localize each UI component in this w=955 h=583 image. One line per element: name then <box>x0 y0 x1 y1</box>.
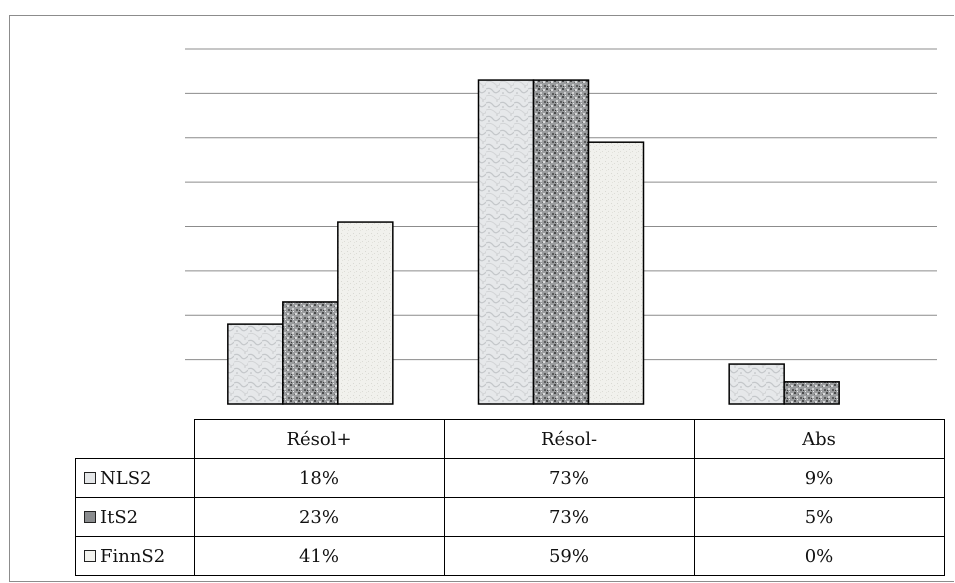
table-corner <box>75 419 195 459</box>
bar-nls2-2 <box>728 363 785 405</box>
data-label-finns2-resol-plus: 41% <box>193 536 445 576</box>
category-label-resol-minus: Résol- <box>443 419 695 459</box>
bar-nls2-0 <box>227 323 284 405</box>
data-label-finns2-abs: 0% <box>693 536 945 576</box>
legend-entry-nls2: NLS2 <box>75 458 195 498</box>
table-row-finns2: FinnS2 41% 59% 0% <box>75 536 945 576</box>
data-label-nls2-resol-minus: 73% <box>443 458 695 498</box>
table-row-nls2: NLS2 18% 73% 9% <box>75 458 945 498</box>
legend-entry-its2: ItS2 <box>75 497 195 537</box>
data-label-finns2-resol-minus: 59% <box>443 536 695 576</box>
chart-frame: Résol+ Résol- Abs NLS2 18% 73% 9% ItS2 2… <box>9 15 954 582</box>
category-label-resol-plus: Résol+ <box>193 419 445 459</box>
bars <box>227 79 840 405</box>
bar-its2-1 <box>532 79 590 405</box>
data-label-its2-resol-minus: 73% <box>443 497 695 537</box>
legend-entry-finns2: FinnS2 <box>75 536 195 576</box>
bar-its2-0 <box>282 301 339 405</box>
bar-its2-2 <box>783 381 840 405</box>
bar-chart <box>185 48 937 405</box>
series-name-finns2: FinnS2 <box>100 545 166 567</box>
legend-key-its2 <box>84 510 96 523</box>
data-label-its2-abs: 5% <box>693 497 945 537</box>
data-table: Résol+ Résol- Abs NLS2 18% 73% 9% ItS2 2… <box>75 419 945 576</box>
table-header-row: Résol+ Résol- Abs <box>75 419 945 459</box>
bar-nls2-1 <box>477 79 535 405</box>
data-label-its2-resol-plus: 23% <box>193 497 445 537</box>
data-label-nls2-abs: 9% <box>693 458 945 498</box>
legend-key-nls2 <box>84 471 96 484</box>
bar-finns2-1 <box>587 141 645 405</box>
table-row-its2: ItS2 23% 73% 5% <box>75 497 945 537</box>
series-name-nls2: NLS2 <box>100 467 152 489</box>
category-label-abs: Abs <box>693 419 945 459</box>
legend-key-finns2 <box>84 549 96 562</box>
series-name-its2: ItS2 <box>100 506 139 528</box>
data-label-nls2-resol-plus: 18% <box>193 458 445 498</box>
bar-finns2-0 <box>337 221 394 405</box>
